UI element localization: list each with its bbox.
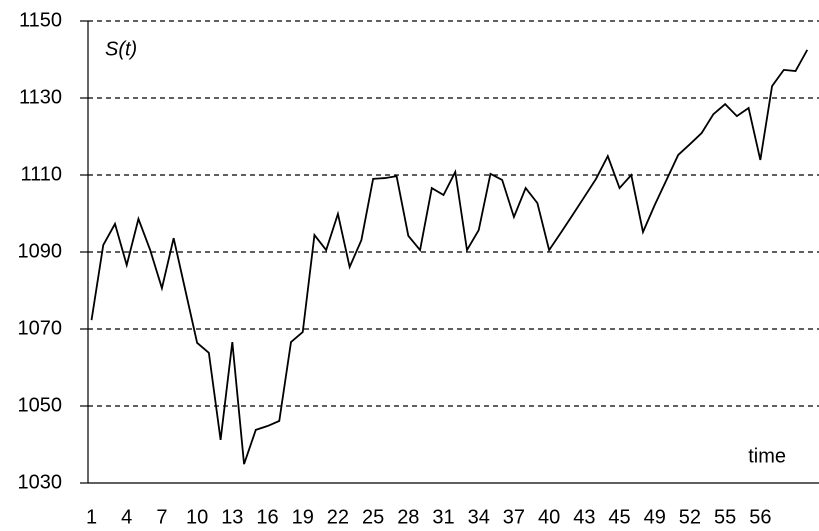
y-tick-label: 1150 (19, 9, 62, 31)
x-tick-label: 7 (156, 506, 167, 528)
x-tick-label: 19 (292, 506, 314, 528)
x-tick-label: 34 (468, 506, 490, 528)
x-tick-label: 4 (121, 506, 132, 528)
x-tick-label: 45 (608, 506, 630, 528)
y-tick-label: 1070 (18, 317, 63, 339)
line (90, 49, 809, 465)
annotation: time (748, 445, 786, 467)
y-tick-label: 1130 (19, 86, 62, 108)
x-tick-label: 13 (221, 506, 243, 528)
x-tick-label: 1 (86, 506, 97, 528)
x-tick-label: 28 (397, 506, 419, 528)
x-tick-label: 49 (644, 506, 666, 528)
y-tick-label: 1050 (18, 394, 63, 416)
x-tick-label: 16 (256, 506, 278, 528)
y-tick-label: 1110 (20, 163, 62, 185)
x-tick-label: 31 (432, 506, 454, 528)
x-tick-label: 37 (503, 506, 525, 528)
y-tick-label: 1090 (18, 240, 63, 262)
annotation: S(t) (105, 38, 137, 60)
x-tick-label: 43 (573, 506, 595, 528)
y-tick-label: 1030 (18, 471, 63, 493)
x-tick-label: 10 (186, 506, 208, 528)
x-tick-label: 25 (362, 506, 384, 528)
x-tick-label: 56 (749, 506, 771, 528)
x-tick-label: 40 (538, 506, 560, 528)
x-tick-label: 52 (679, 506, 701, 528)
x-tick-label: 22 (327, 506, 349, 528)
x-tick-label: 55 (714, 506, 736, 528)
